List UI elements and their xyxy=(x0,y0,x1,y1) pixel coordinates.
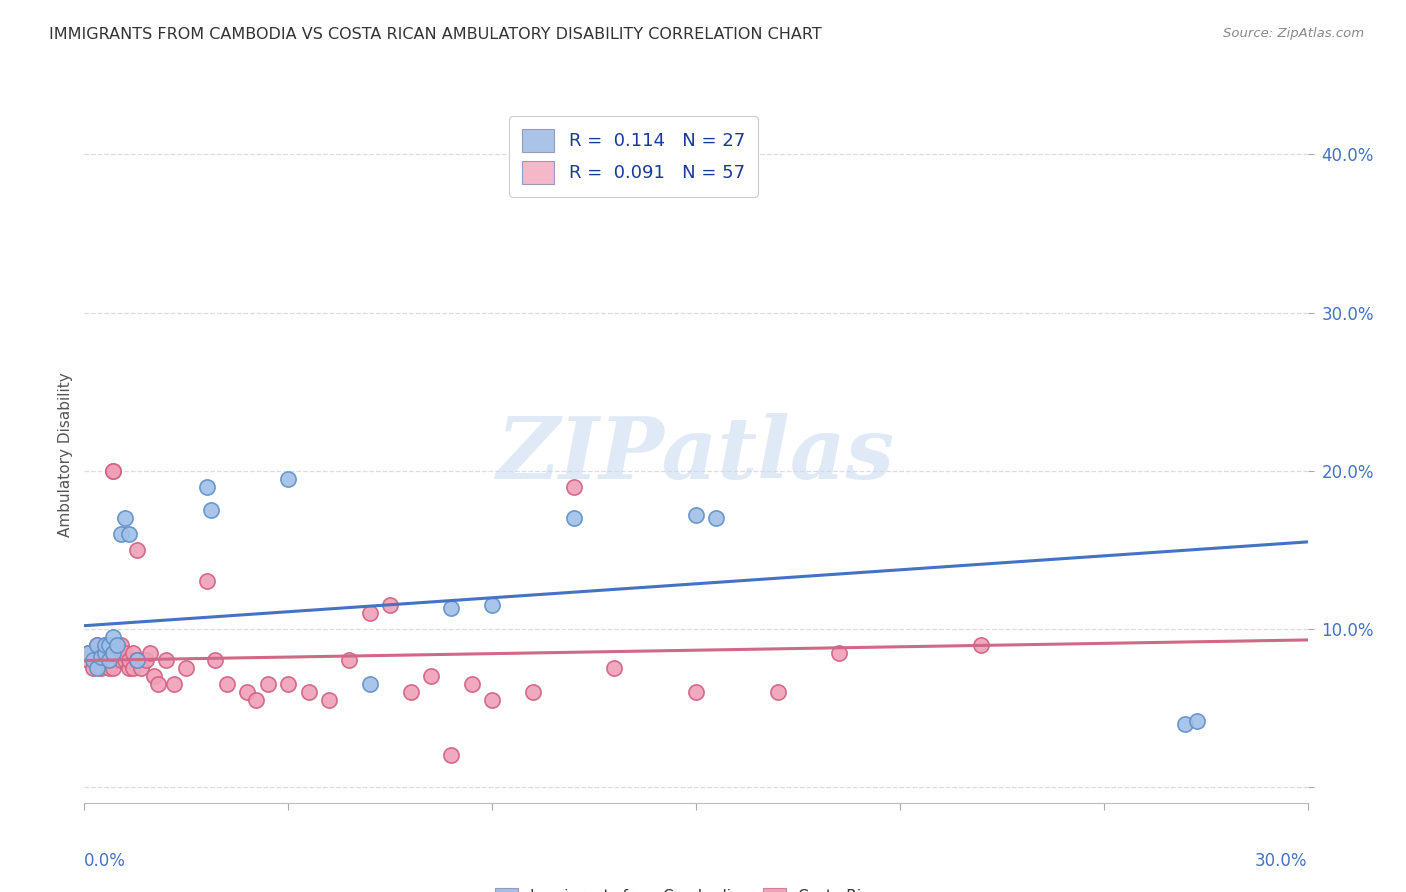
Point xyxy=(277,677,299,691)
Point xyxy=(138,646,160,660)
Point xyxy=(127,653,149,667)
Point xyxy=(522,685,544,699)
Point xyxy=(155,653,177,667)
Point xyxy=(93,653,115,667)
Point xyxy=(114,511,136,525)
Point xyxy=(122,646,145,660)
Point xyxy=(174,661,197,675)
Point xyxy=(420,669,443,683)
Point xyxy=(200,503,222,517)
Point xyxy=(204,653,226,667)
Point xyxy=(118,653,141,667)
Point xyxy=(101,646,124,660)
Point xyxy=(359,677,381,691)
Point xyxy=(562,479,585,493)
Point xyxy=(380,598,402,612)
Text: IMMIGRANTS FROM CAMBODIA VS COSTA RICAN AMBULATORY DISABILITY CORRELATION CHART: IMMIGRANTS FROM CAMBODIA VS COSTA RICAN … xyxy=(49,27,823,42)
Point xyxy=(461,677,484,691)
Point xyxy=(827,646,849,660)
Point xyxy=(93,638,115,652)
Point xyxy=(110,653,132,667)
Point xyxy=(298,685,321,699)
Point xyxy=(110,638,132,652)
Point xyxy=(97,653,120,667)
Text: ZIPatlas: ZIPatlas xyxy=(496,413,896,497)
Point xyxy=(93,646,115,660)
Point xyxy=(110,527,132,541)
Point xyxy=(101,630,124,644)
Point xyxy=(257,677,280,691)
Point xyxy=(86,638,108,652)
Point xyxy=(131,661,153,675)
Point xyxy=(685,685,707,699)
Point xyxy=(77,653,100,667)
Point xyxy=(481,598,503,612)
Point xyxy=(118,527,141,541)
Point xyxy=(359,606,381,620)
Point xyxy=(105,638,128,652)
Point xyxy=(481,693,503,707)
Point xyxy=(217,677,239,691)
Point xyxy=(122,661,145,675)
Point xyxy=(318,693,340,707)
Point xyxy=(685,508,707,522)
Point xyxy=(82,661,104,675)
Point xyxy=(163,677,186,691)
Point xyxy=(562,511,585,525)
Point xyxy=(101,661,124,675)
Text: 0.0%: 0.0% xyxy=(84,852,127,870)
Point xyxy=(101,464,124,478)
Point xyxy=(195,479,218,493)
Point xyxy=(399,685,422,699)
Point xyxy=(86,653,108,667)
Point xyxy=(101,464,124,478)
Point xyxy=(90,661,112,675)
Point xyxy=(440,748,463,763)
Point xyxy=(90,646,112,660)
Point xyxy=(127,542,149,557)
Point xyxy=(766,685,789,699)
Point xyxy=(1187,714,1209,728)
Point xyxy=(440,601,463,615)
Point xyxy=(114,653,136,667)
Point xyxy=(97,653,120,667)
Point xyxy=(277,472,299,486)
Point xyxy=(97,638,120,652)
Text: Source: ZipAtlas.com: Source: ZipAtlas.com xyxy=(1223,27,1364,40)
Legend: Immigrants from Cambodia, Costa Ricans: Immigrants from Cambodia, Costa Ricans xyxy=(488,880,904,892)
Point xyxy=(970,638,993,652)
Point xyxy=(86,661,108,675)
Point xyxy=(93,638,115,652)
Text: 30.0%: 30.0% xyxy=(1256,852,1308,870)
Point xyxy=(1174,716,1197,731)
Point xyxy=(97,661,120,675)
Point xyxy=(86,638,108,652)
Point xyxy=(90,650,112,665)
Point xyxy=(114,646,136,660)
Point xyxy=(195,574,218,589)
Point xyxy=(704,511,728,525)
Point xyxy=(127,653,149,667)
Point xyxy=(77,646,100,660)
Point xyxy=(603,661,626,675)
Point xyxy=(236,685,259,699)
Point xyxy=(339,653,360,667)
Point xyxy=(146,677,169,691)
Point xyxy=(118,661,141,675)
Point xyxy=(82,653,104,667)
Point xyxy=(245,693,267,707)
Point xyxy=(105,638,128,652)
Point xyxy=(135,653,157,667)
Point xyxy=(77,646,100,660)
Y-axis label: Ambulatory Disability: Ambulatory Disability xyxy=(58,373,73,537)
Point xyxy=(142,669,165,683)
